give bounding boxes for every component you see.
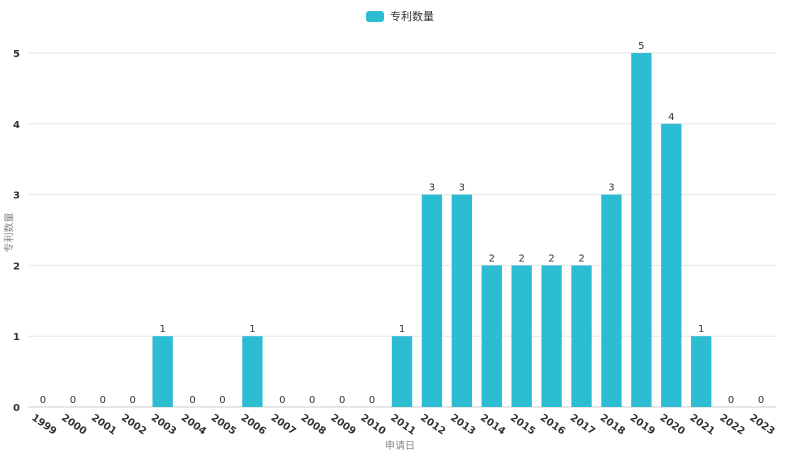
y-tick-label: 0 — [13, 403, 20, 414]
y-tick-label: 4 — [13, 120, 20, 131]
x-tick-label: 2001 — [89, 412, 118, 437]
data-label: 4 — [668, 112, 674, 123]
data-label: 0 — [130, 395, 136, 406]
bar — [242, 336, 263, 407]
data-label: 1 — [249, 324, 255, 335]
x-tick-label: 2012 — [418, 412, 447, 437]
bar — [481, 265, 502, 407]
x-tick-label: 2009 — [328, 412, 357, 437]
x-tick-label: 2015 — [508, 412, 537, 437]
data-label: 0 — [219, 395, 225, 406]
x-tick-label: 2022 — [717, 412, 746, 437]
bar — [391, 336, 413, 407]
data-label: 2 — [489, 253, 495, 264]
data-label: 3 — [429, 183, 435, 194]
data-label: 0 — [189, 395, 195, 406]
data-label: 2 — [518, 253, 524, 264]
data-label: 5 — [638, 41, 644, 52]
bar — [571, 265, 592, 407]
data-label: 0 — [339, 395, 345, 406]
y-axis-title: 专利数量 — [4, 212, 16, 253]
data-label: 0 — [758, 395, 764, 406]
data-label: 0 — [40, 395, 46, 406]
bar — [601, 194, 622, 407]
x-tick-label: 2006 — [239, 412, 268, 437]
y-tick-label: 2 — [13, 261, 20, 272]
x-tick-label: 2021 — [687, 412, 716, 437]
x-tick-label: 2004 — [179, 412, 208, 437]
y-tick-label: 3 — [13, 191, 20, 202]
x-tick-label: 2005 — [209, 412, 238, 437]
data-label: 1 — [159, 324, 165, 335]
bar — [511, 265, 532, 407]
data-label: 3 — [608, 183, 614, 194]
x-tick-label: 2019 — [628, 412, 657, 437]
data-label: 1 — [698, 324, 704, 335]
x-tick-label: 2008 — [299, 412, 328, 437]
bar — [152, 336, 173, 407]
bar — [661, 123, 682, 408]
x-tick-label: 2018 — [598, 412, 627, 437]
bar — [451, 194, 473, 407]
x-tick-label: 2007 — [269, 412, 298, 437]
x-tick-label: 2023 — [747, 412, 776, 437]
x-tick-label: 2010 — [358, 412, 387, 437]
data-label: 0 — [728, 395, 734, 406]
x-tick-label: 2003 — [149, 412, 178, 437]
data-label: 0 — [309, 395, 315, 406]
data-label: 0 — [279, 395, 285, 406]
data-label: 0 — [100, 395, 106, 406]
legend[interactable]: 专利数量 — [0, 8, 800, 24]
x-tick-label: 2000 — [59, 412, 88, 437]
y-tick-label: 1 — [13, 332, 20, 343]
x-axis-title: 申请日 — [385, 441, 415, 452]
data-label: 0 — [369, 395, 375, 406]
y-tick-label: 5 — [13, 49, 20, 60]
x-tick-label: 1999 — [29, 412, 58, 437]
bar — [691, 336, 712, 407]
x-tick-label: 2016 — [538, 412, 567, 437]
bar — [631, 53, 652, 407]
bar — [421, 194, 443, 407]
data-label: 3 — [459, 183, 465, 194]
x-tick-label: 2002 — [119, 412, 148, 437]
data-label: 0 — [70, 395, 76, 406]
x-tick-label: 2014 — [478, 412, 507, 437]
data-label: 1 — [399, 324, 405, 335]
bar — [541, 265, 562, 407]
x-tick-label: 2013 — [448, 412, 477, 437]
x-tick-label: 2017 — [568, 412, 597, 437]
legend-swatch — [366, 10, 384, 22]
data-label: 2 — [548, 253, 554, 264]
legend-label: 专利数量 — [390, 10, 434, 23]
data-label: 2 — [578, 253, 584, 264]
x-tick-label: 2011 — [388, 412, 417, 437]
x-tick-label: 2020 — [658, 412, 687, 437]
